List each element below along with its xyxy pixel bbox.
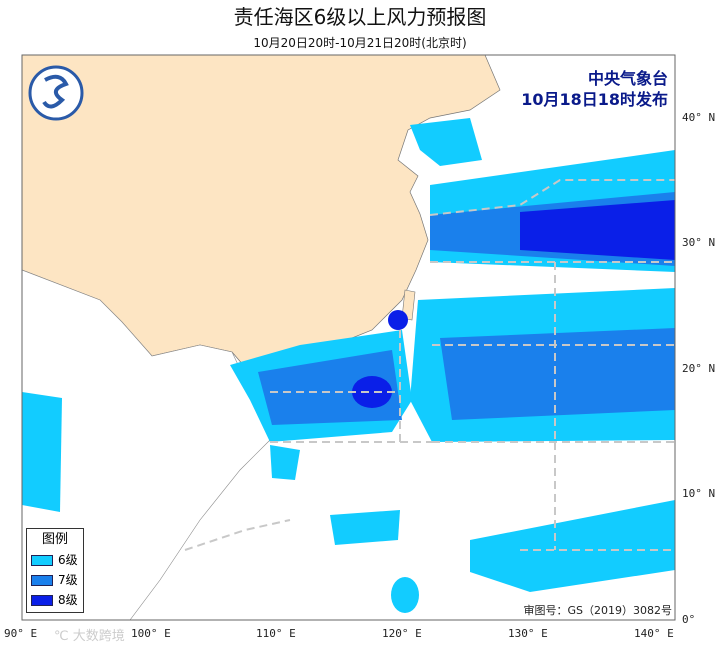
legend-swatch	[31, 574, 53, 586]
lat-tick: 0°	[682, 613, 696, 626]
legend-label: 6级	[58, 553, 78, 567]
lat-tick: 40° N	[682, 111, 716, 124]
legend-swatch	[31, 594, 53, 606]
lat-tick: 10° N	[682, 487, 716, 500]
lat-tick: 30° N	[682, 236, 716, 249]
lon-tick: 140° E	[634, 627, 674, 640]
issuer-label: 中央气象台 10月18日18时发布	[521, 68, 668, 110]
lon-tick: 130° E	[508, 627, 548, 640]
legend-title: 图例	[41, 532, 68, 547]
watermark: ℃ 大数跨境	[54, 629, 125, 644]
legend-label: 8级	[58, 593, 78, 607]
logo	[28, 65, 84, 121]
legend: 图例 6级 7级 8级	[26, 528, 84, 613]
lon-tick: 90° E	[4, 627, 38, 640]
map-subtitle: 10月20日20时-10月21日20时(北京时)	[253, 36, 467, 50]
legend-item: 6级	[31, 550, 79, 570]
legend-item: 7级	[31, 570, 79, 590]
lon-tick: 110° E	[256, 627, 296, 640]
lon-tick: 100° E	[131, 627, 171, 640]
lon-tick: 120° E	[382, 627, 422, 640]
map-title: 责任海区6级以上风力预报图	[233, 5, 487, 29]
sea-area-boundaries	[184, 179, 675, 551]
wind-level-8	[352, 200, 675, 408]
approval-number: 审图号：GS（2019）3082号	[523, 604, 672, 618]
legend-label: 7级	[58, 573, 78, 587]
issue-time: 10月18日18时发布	[521, 90, 668, 109]
legend-item: 8级	[31, 590, 79, 610]
issuer-name: 中央气象台	[587, 69, 668, 88]
lat-tick: 20° N	[682, 362, 716, 375]
legend-swatch	[31, 554, 53, 566]
